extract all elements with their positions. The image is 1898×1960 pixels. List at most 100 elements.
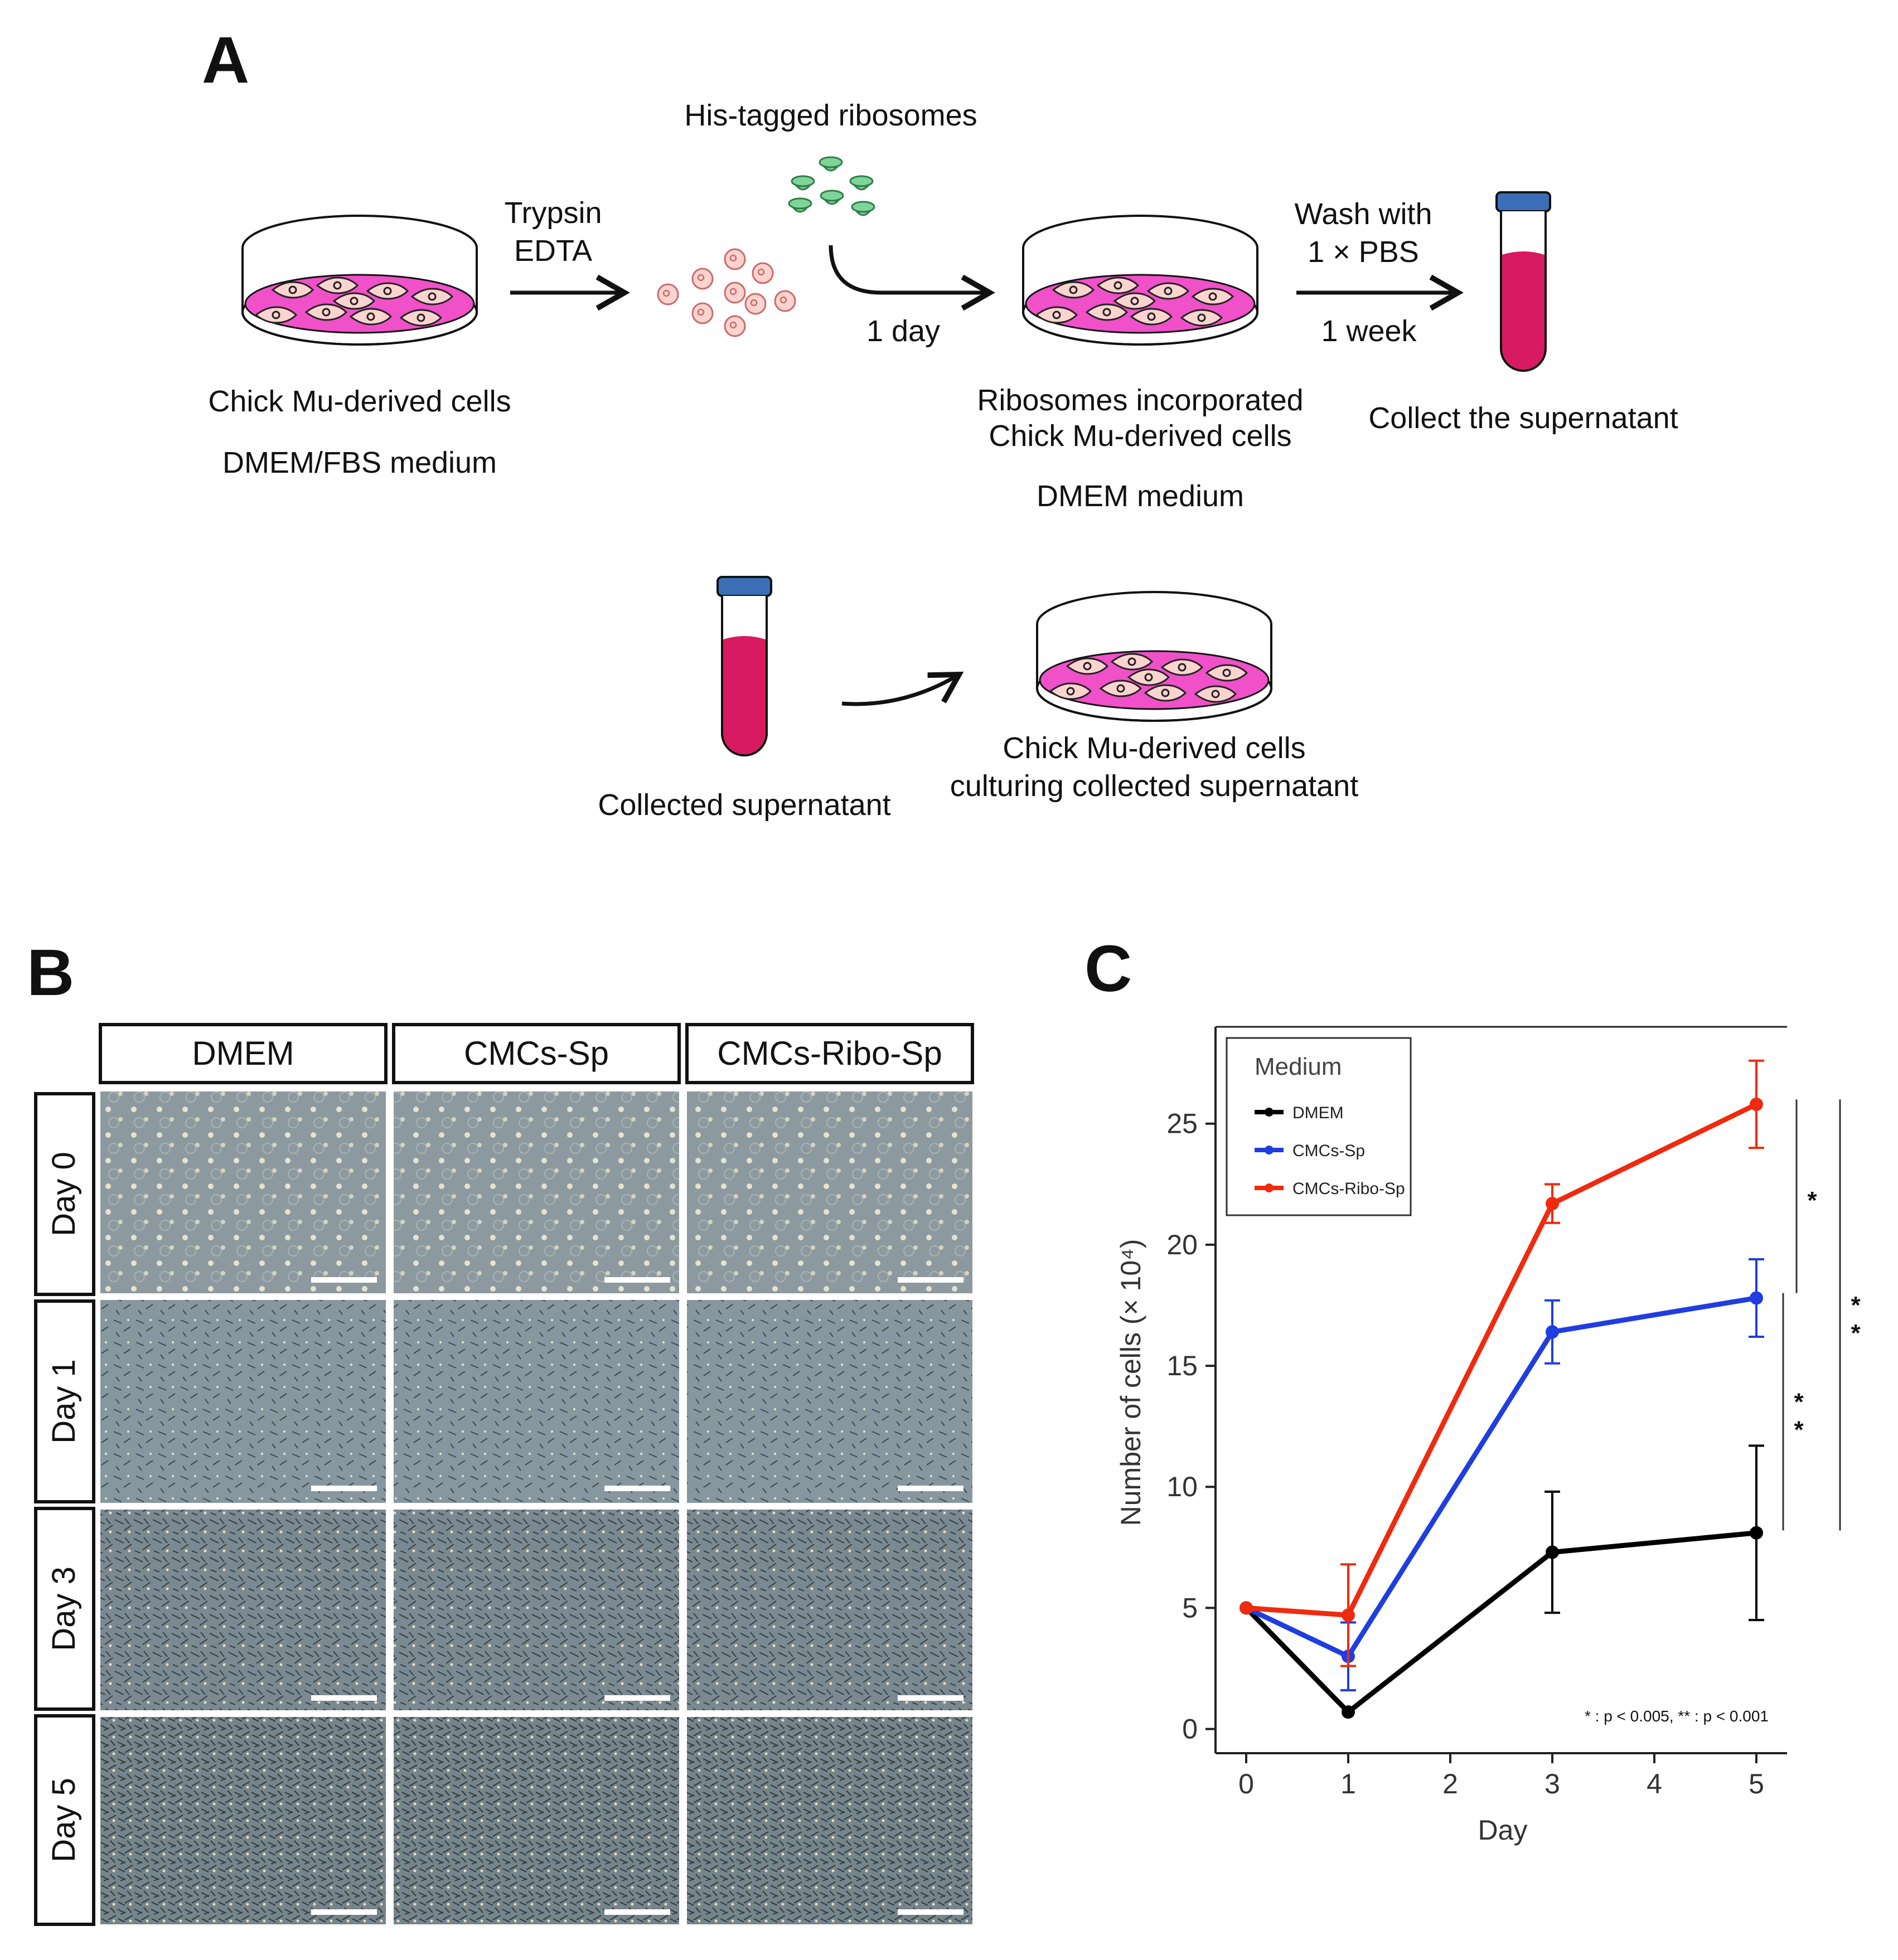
svg-text:Day 5: Day 5 [46, 1778, 82, 1862]
significance-label: * [1794, 1416, 1804, 1444]
label-wash-with: Wash with [1294, 197, 1432, 231]
micrograph-image [100, 1091, 386, 1293]
micrograph-image [394, 1300, 679, 1503]
panel-b: B DMEM CMCs-Sp CMCs-Ribo-Sp Day 0 Day 1 … [27, 936, 974, 1926]
arrow-icon [841, 671, 964, 706]
y-axis-label: Number of cells (× 10⁴) [1115, 1239, 1146, 1526]
x-tick-label: 1 [1340, 1768, 1356, 1799]
x-axis-label: Day [1478, 1815, 1528, 1846]
label-dmem-medium: DMEM medium [1037, 479, 1244, 513]
y-tick-label: 10 [1166, 1471, 1198, 1502]
label-trypsin: Trypsin [504, 196, 602, 230]
x-tick-label: 0 [1238, 1768, 1254, 1799]
label-collected: Collected supernatant [598, 788, 890, 822]
micrograph-image [394, 1091, 679, 1293]
panel-c-letter: C [1084, 932, 1132, 1006]
ribosome-icon [788, 156, 875, 216]
panel-c: C 0 5 10 15 20 25 0 1 2 3 4 5 Number of cells (× 1… [1084, 932, 1861, 1846]
panel-a-letter: A [202, 23, 249, 97]
y-tick-label: 25 [1166, 1108, 1198, 1139]
label-one-week: 1 week [1321, 314, 1417, 348]
label-chick-cells: Chick Mu-derived cells [208, 385, 511, 418]
svg-text:Day 1: Day 1 [46, 1359, 82, 1444]
label-collect: Collect the supernatant [1368, 401, 1678, 435]
y-ticks: 0 5 10 15 20 25 [1166, 1108, 1216, 1745]
micrograph-image [687, 1300, 972, 1503]
significance-label: * [1807, 1187, 1817, 1214]
label-pbs: 1 × PBS [1308, 235, 1419, 269]
label-ribo-chick: Chick Mu-derived cells [989, 419, 1291, 453]
panel-a: A Chick Mu-derived cells DMEM/FBS medium… [202, 23, 1678, 822]
micrograph-image [394, 1510, 679, 1710]
data-point [1750, 1291, 1763, 1305]
data-point [1239, 1601, 1253, 1615]
line-chart: 0 5 10 15 20 25 0 1 2 3 4 5 Number of cells (× 10⁴… [1115, 1026, 1861, 1846]
tube-icon [1495, 191, 1551, 372]
column-label-cmcs-sp: CMCs-Sp [464, 1035, 609, 1072]
row-label-day3: Day 3 [34, 1507, 95, 1711]
row-label-day0: Day 0 [34, 1092, 95, 1296]
legend-swatch-dot [1265, 1183, 1274, 1192]
column-header [392, 1023, 681, 1084]
series-dmem [1239, 1444, 1764, 1719]
svg-text:Day 3: Day 3 [46, 1566, 82, 1651]
y-tick-label: 20 [1166, 1229, 1198, 1260]
significance-label: * [1794, 1389, 1804, 1416]
column-label-dmem: DMEM [192, 1035, 294, 1072]
legend-title: Medium [1255, 1053, 1342, 1080]
petri-dish-icon [1036, 591, 1272, 722]
micrograph-grid [100, 1091, 972, 1924]
x-tick-label: 2 [1442, 1768, 1458, 1799]
y-tick-label: 5 [1182, 1592, 1198, 1623]
micrograph-image [100, 1300, 386, 1503]
x-ticks: 0 1 2 3 4 5 [1238, 1753, 1764, 1799]
series-line [1245, 1296, 1757, 1659]
data-point [1546, 1545, 1559, 1559]
legend-item: CMCs-Sp [1292, 1142, 1365, 1160]
significance-layer: ***** [1782, 1099, 1861, 1531]
legend-item: DMEM [1292, 1104, 1344, 1122]
micrograph-image [687, 1510, 972, 1710]
data-point [1750, 1526, 1763, 1540]
x-tick-label: 3 [1544, 1768, 1560, 1799]
label-culturing-1: Chick Mu-derived cells [1003, 731, 1305, 765]
micrograph-image [100, 1717, 386, 1924]
label-dmem-fbs: DMEM/FBS medium [222, 446, 497, 479]
suspended-cells-icon [657, 248, 796, 337]
series-line [1244, 1530, 1757, 1715]
row-label-day5: Day 5 [34, 1714, 95, 1926]
data-point [1750, 1097, 1763, 1111]
micrograph-image [394, 1717, 679, 1924]
micrograph-image [687, 1717, 972, 1924]
series-layer [1239, 1059, 1764, 1719]
x-tick-label: 4 [1647, 1768, 1662, 1799]
micrograph-image [687, 1091, 972, 1293]
label-ribo-incorporated: Ribosomes incorporated [977, 384, 1303, 417]
label-edta: EDTA [514, 234, 592, 268]
y-tick-label: 15 [1166, 1350, 1198, 1381]
significance-label: * [1851, 1292, 1861, 1319]
data-point [1342, 1608, 1355, 1622]
data-point [1546, 1197, 1559, 1211]
label-his-ribosomes: His-tagged ribosomes [684, 99, 977, 132]
column-header [685, 1023, 974, 1084]
micrograph-image [100, 1510, 386, 1710]
petri-dish-icon [241, 215, 478, 346]
panel-b-letter: B [27, 936, 74, 1010]
column-header [99, 1023, 388, 1084]
legend-item: CMCs-Ribo-Sp [1292, 1180, 1405, 1198]
series-cmcs-ribo-sp [1239, 1059, 1764, 1667]
legend-swatch-dot [1265, 1146, 1274, 1154]
x-tick-label: 5 [1749, 1768, 1764, 1799]
data-point [1546, 1325, 1559, 1339]
arrow-icon [829, 245, 995, 311]
p-value-note: * : p < 0.005, ** : p < 0.001 [1585, 1707, 1769, 1725]
legend: Medium DMEM CMCs-Sp CMCs-Ribo-Sp [1226, 1037, 1412, 1216]
petri-dish-icon [1022, 215, 1258, 346]
tube-icon [716, 576, 772, 756]
y-tick-label: 0 [1182, 1714, 1198, 1745]
legend-swatch-dot [1265, 1108, 1274, 1117]
label-one-day: 1 day [866, 314, 940, 348]
